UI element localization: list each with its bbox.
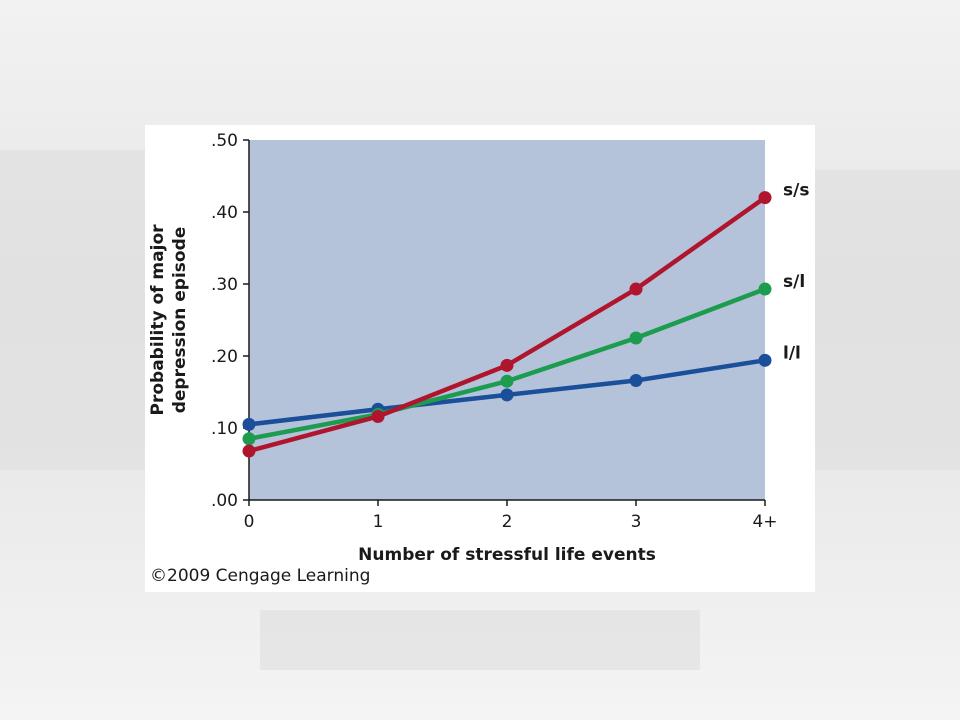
x-tick-label: 2: [502, 512, 513, 532]
y-tick-label: .40: [211, 203, 238, 223]
data-point-s-s: [371, 409, 385, 423]
y-axis-title-line-1: Probability of major: [148, 224, 168, 416]
data-point-s-s: [500, 358, 514, 372]
y-tick-label: .10: [211, 419, 238, 439]
copyright-credit: ©2009 Cengage Learning: [150, 566, 371, 586]
data-point-s-s: [758, 191, 772, 205]
data-point-l-l: [629, 373, 643, 387]
series-layer: l/l s/l s/s: [242, 181, 809, 458]
data-point-s-s: [242, 444, 256, 458]
series-label-l-l: l/l: [783, 343, 801, 363]
tick-labels: .00 .10 .20 .30 .40 .50 0 1 2 3 4+: [211, 131, 778, 532]
x-tick-label: 3: [631, 512, 642, 532]
y-tick-label: .50: [211, 131, 238, 151]
series-label-s-s: s/s: [783, 181, 809, 201]
data-point-l-l: [500, 388, 514, 402]
data-point-l-l: [242, 417, 256, 431]
figure-card: .00 .10 .20 .30 .40 .50 0 1 2 3 4+ l/l s/l s/s Numbe…: [145, 125, 815, 592]
x-tick-label: 4+: [752, 512, 777, 532]
y-tick-label: .20: [211, 347, 238, 367]
y-axis-title-line-2: depression episode: [170, 227, 190, 414]
x-axis-title: Number of stressful life events: [358, 545, 656, 565]
data-point-s-l: [242, 432, 256, 446]
line-chart: .00 .10 .20 .30 .40 .50 0 1 2 3 4+ l/l s/l s/s Numbe…: [148, 131, 809, 565]
series-label-s-l: s/l: [783, 272, 805, 292]
backdrop-band-right: [815, 170, 960, 470]
backdrop-band-bottom: [260, 610, 700, 670]
y-tick-label: .30: [211, 275, 238, 295]
data-point-s-l: [629, 331, 643, 345]
series-s-s: s/s: [242, 181, 809, 458]
y-tick-label: .00: [211, 491, 238, 511]
data-point-s-l: [758, 282, 772, 296]
backdrop-band-left: [0, 150, 150, 470]
data-point-s-l: [500, 374, 514, 388]
data-point-s-s: [629, 282, 643, 296]
x-tick-label: 0: [244, 512, 255, 532]
x-tick-label: 1: [373, 512, 384, 532]
data-point-l-l: [758, 353, 772, 367]
